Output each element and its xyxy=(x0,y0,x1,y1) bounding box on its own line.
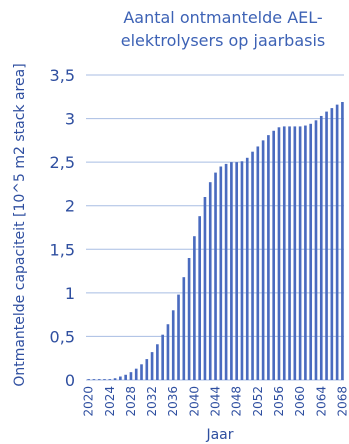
bar xyxy=(203,197,207,380)
bar xyxy=(145,359,149,380)
x-tick-label: 2048 xyxy=(230,386,244,417)
bar xyxy=(251,151,254,380)
y-tick-label: 0,5 xyxy=(50,327,75,346)
bar xyxy=(330,108,334,381)
y-axis-label: Ontmantelde capaciteit [10^5 m2 stack ar… xyxy=(12,63,28,386)
x-tick-label: 2032 xyxy=(145,386,159,417)
bar xyxy=(193,236,196,380)
bar xyxy=(129,372,133,380)
bar xyxy=(187,258,191,380)
y-tick-label: 2 xyxy=(65,197,75,216)
bar xyxy=(134,368,138,380)
bar xyxy=(124,374,127,380)
x-tick-label: 2064 xyxy=(314,386,328,417)
x-tick-label: 2056 xyxy=(272,386,286,417)
x-tick-label: 2052 xyxy=(251,386,265,417)
bar xyxy=(245,157,249,380)
bar xyxy=(309,123,313,381)
x-tick-labels: 2020 2024 2028 2032 2036 2040 2044 2048 2052 2056… xyxy=(82,386,349,417)
bar xyxy=(319,115,323,381)
bar xyxy=(92,379,96,380)
bar xyxy=(113,378,117,380)
chart-title-line-2: elektrolysers op jaarbasis xyxy=(121,31,326,50)
y-tick-label: 1,5 xyxy=(50,240,75,259)
bar xyxy=(103,379,106,380)
bar xyxy=(240,161,244,380)
bar xyxy=(272,130,275,380)
bar xyxy=(304,125,307,380)
bar xyxy=(219,166,223,380)
bar xyxy=(119,376,122,380)
bar xyxy=(282,126,286,380)
bar xyxy=(87,379,90,380)
bar xyxy=(150,352,154,380)
bar xyxy=(224,163,228,380)
bar xyxy=(298,126,302,380)
x-tick-label: 2024 xyxy=(103,386,117,417)
bar xyxy=(261,140,265,380)
bar xyxy=(208,182,212,380)
y-tick-label: 3 xyxy=(65,110,75,129)
x-axis-label: Jaar xyxy=(205,427,233,443)
x-tick-label: 2060 xyxy=(293,386,307,417)
bar xyxy=(293,126,297,380)
y-tick-label: 0 xyxy=(65,371,75,390)
x-tick-label: 2020 xyxy=(82,386,96,417)
bar xyxy=(277,127,281,380)
bar xyxy=(171,310,175,380)
x-tick-label: 2028 xyxy=(124,386,138,417)
bar xyxy=(230,162,233,380)
bar xyxy=(182,277,186,380)
bar xyxy=(156,344,159,380)
chart-title-line-1: Aantal ontmantelde AEL- xyxy=(123,8,322,27)
bar xyxy=(214,172,217,380)
bar xyxy=(235,162,238,380)
bar xyxy=(256,146,260,380)
bar xyxy=(97,379,101,380)
bar xyxy=(177,294,180,380)
bar xyxy=(140,364,143,380)
bars xyxy=(87,102,344,381)
bar xyxy=(341,102,344,380)
y-tick-label: 1 xyxy=(65,284,75,303)
x-tick-label: 2044 xyxy=(209,386,223,417)
y-tick-label: 2,5 xyxy=(50,153,75,172)
y-tick-labels: 0 0,5 1 1,5 2 2,5 3 3,5 xyxy=(50,66,75,390)
bar xyxy=(288,126,291,380)
y-tick-label: 3,5 xyxy=(50,66,75,85)
bar xyxy=(198,216,201,380)
bar xyxy=(314,120,318,380)
bar xyxy=(166,324,170,380)
bar xyxy=(108,379,112,380)
bar xyxy=(161,334,164,380)
bar xyxy=(325,111,328,380)
bar xyxy=(335,104,339,380)
x-tick-label: 2068 xyxy=(335,386,349,417)
bar xyxy=(267,135,270,380)
x-tick-label: 2036 xyxy=(166,386,180,417)
x-tick-label: 2040 xyxy=(187,386,201,417)
